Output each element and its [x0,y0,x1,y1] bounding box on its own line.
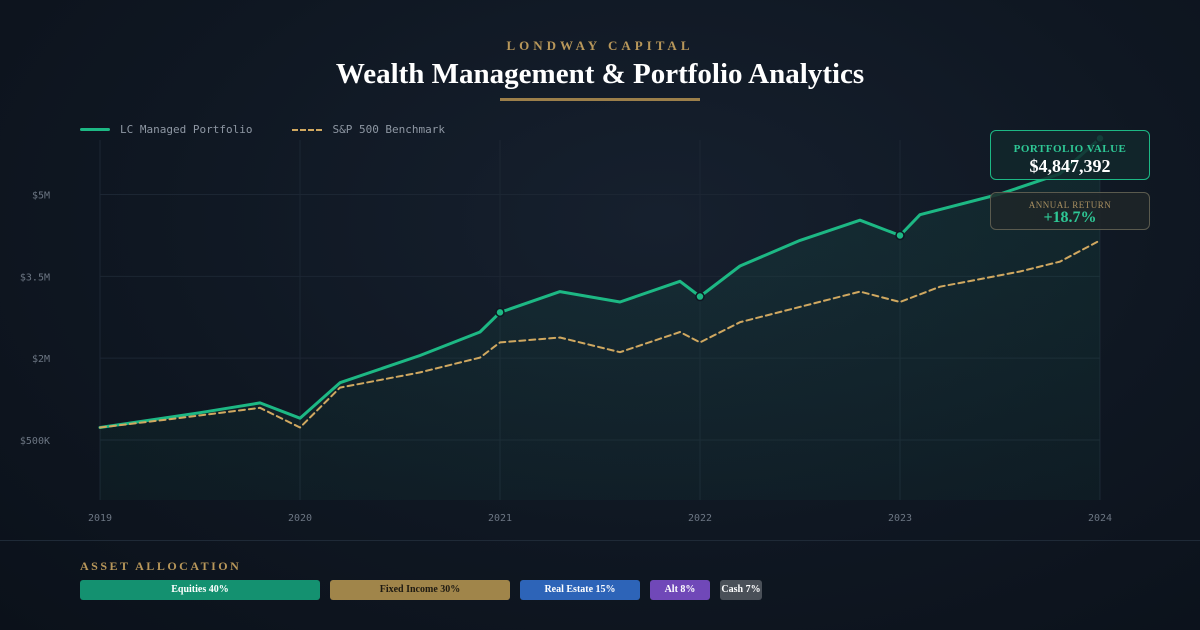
allocation-bar-alt[interactable]: Alt 8% [650,580,710,600]
x-tick-label: 2024 [1088,513,1112,524]
y-tick-label: $5M [32,191,50,202]
portfolio-value-badge: PORTFOLIO VALUE $4,847,392 [990,130,1150,180]
asset-allocation-title: ASSET ALLOCATION [80,559,242,573]
annual-return-label: ANNUAL RETURN [1028,200,1112,210]
x-tick-label: 2021 [488,513,512,524]
x-tick-label: 2019 [88,513,112,524]
portfolio-data-point [695,291,705,302]
x-tick-label: 2023 [888,513,912,524]
allocation-bar-cash[interactable]: Cash 7% [720,580,762,600]
annual-return-value: +18.7% [1043,209,1097,226]
y-tick-label: $3.5M [20,272,50,283]
x-tick-label: 2022 [688,513,712,524]
legend-label-portfolio: LC Managed Portfolio [120,123,253,136]
allocation-bar-equities[interactable]: Equities 40% [80,580,320,600]
title-underline [500,98,700,101]
portfolio-value-amount: $4,847,392 [1029,156,1111,176]
benchmark-series-line [99,239,1101,429]
brand-name: LONDWAY CAPITAL [506,38,694,53]
portfolio-data-point [895,230,905,241]
y-tick-label: $2M [32,354,50,365]
annual-return-badge: ANNUAL RETURN +18.7% [990,192,1150,230]
portfolio-data-point [495,307,505,318]
portfolio-area-fill [100,138,1100,500]
portfolio-series-line [98,136,1102,429]
legend-item-benchmark: S&P 500 Benchmark [292,123,445,136]
section-divider [0,540,1200,541]
portfolio-line-chart: $500K $2M $3.5M $5M 2019 2020 2021 2022 2023 2024 [20,133,1112,524]
page-title: Wealth Management & Portfolio Analytics [335,58,865,90]
y-tick-label: $500K [20,436,50,447]
x-tick-label: 2020 [288,513,312,524]
allocation-bar-fixed-income[interactable]: Fixed Income 30% [330,580,510,600]
legend-swatch-portfolio [80,128,110,131]
portfolio-value-label: PORTFOLIO VALUE [1013,143,1127,155]
allocation-bar-real-estate[interactable]: Real Estate 15% [520,580,640,600]
legend-swatch-benchmark [292,128,323,131]
chart-legend: LC Managed Portfolio S&P 500 Benchmark [80,123,445,136]
legend-item-portfolio: LC Managed Portfolio [80,123,252,136]
legend-label-benchmark: S&P 500 Benchmark [332,123,446,136]
